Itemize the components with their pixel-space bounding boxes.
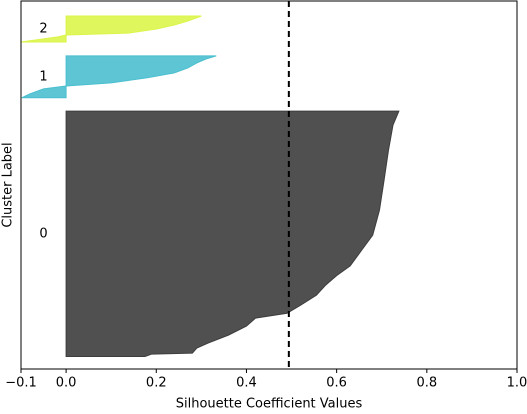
plot-frame (20, 0, 518, 370)
x-tick-label: 0.6 (326, 376, 347, 391)
y-axis-label: Cluster Label (1, 142, 16, 227)
cluster-label: 0 (39, 226, 47, 241)
cluster-area (20, 15, 202, 43)
cluster-label: 1 (39, 69, 47, 84)
cluster-area (21, 55, 217, 99)
x-tick-label: 0.4 (236, 376, 257, 391)
cluster-label: 2 (39, 22, 47, 37)
x-axis-label: Silhouette Coefficient Values (176, 397, 363, 411)
x-tick-label: 0.0 (56, 376, 77, 391)
x-tick-label: 0.8 (416, 376, 437, 391)
cluster-area (65, 110, 400, 357)
x-tick-label: 1.0 (507, 376, 527, 391)
x-tick-label: −0.1 (5, 376, 37, 391)
x-tick-label: 0.2 (146, 376, 167, 391)
